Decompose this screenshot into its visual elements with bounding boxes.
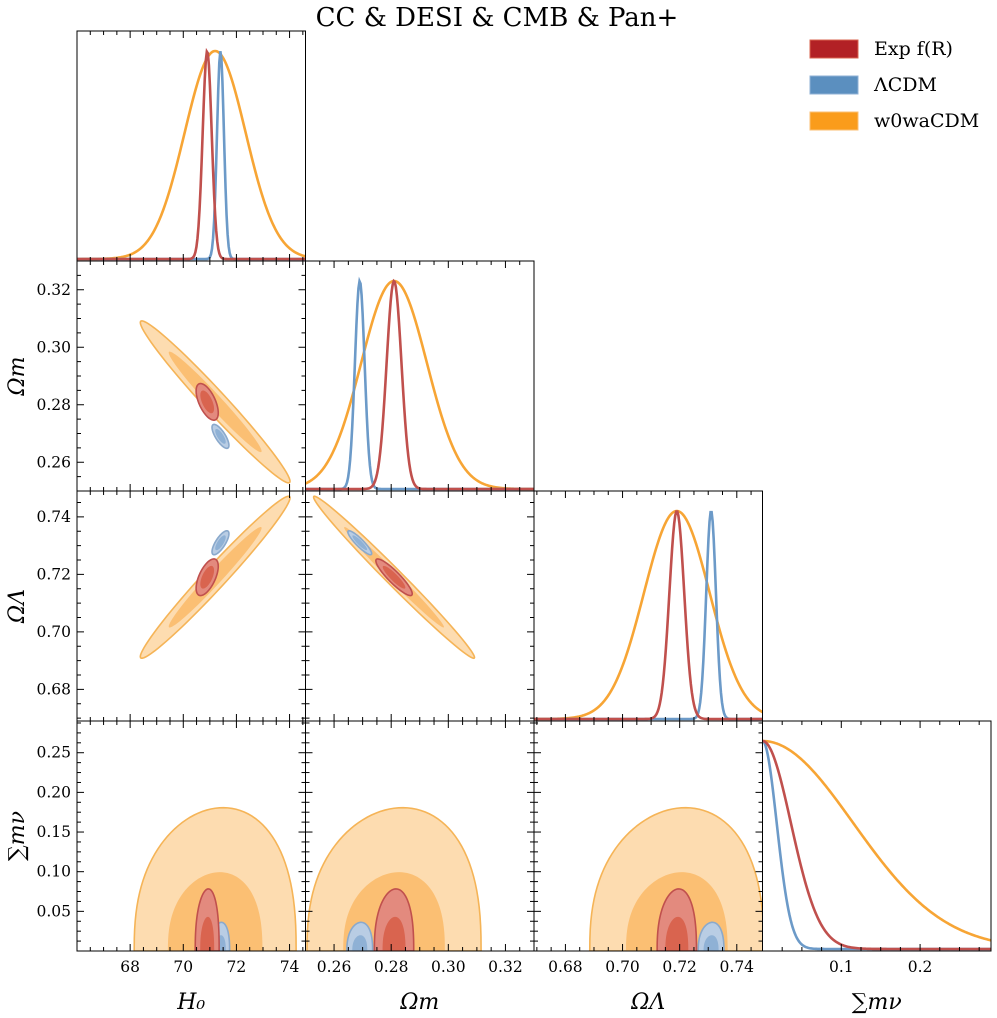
contour68-Om-OL-Exp f(R)	[382, 565, 406, 589]
panel-H0-Om	[139, 320, 291, 484]
x-axis-label-Om: Ωm	[399, 990, 439, 1015]
contour68-Om-mnu-ΛCDM	[352, 935, 368, 951]
legend-swatch-2	[809, 111, 859, 131]
y-tick-label-Om: 0.32	[36, 281, 71, 299]
y-axis-label-mnu: ∑mν	[5, 811, 30, 861]
legend-swatch-0	[809, 39, 859, 59]
x-tick-label-Om: 0.30	[431, 958, 466, 976]
x-tick-label-Om: 0.28	[374, 958, 409, 976]
panels: 68 70 72 74 H₀ 0.26 0.28 0.30 0.32 Ωm 0.68 0.70 0.72…	[5, 30, 992, 1015]
legend-label-1: ΛCDM	[873, 74, 937, 96]
marginal-H0-ΛCDM	[77, 50, 306, 261]
y-tick-label-mnu: 0.10	[36, 863, 71, 881]
marginal-Om-Exp f(R)	[305, 278, 534, 491]
panel-H0-mnu	[133, 806, 297, 951]
y-tick-label-OL: 0.72	[36, 565, 71, 583]
y-tick-label-mnu: 0.15	[36, 823, 71, 841]
panel-Om-Om	[305, 276, 534, 491]
panel-H0-H0	[77, 47, 306, 261]
x-tick-label-H0: 72	[227, 958, 247, 976]
marginal-Om-w0waCDM	[305, 279, 534, 491]
y-axis-label-Om: Ωm	[5, 356, 30, 396]
y-tick-label-mnu: 0.25	[36, 744, 71, 762]
marginal-mnu-Exp f(R)	[762, 739, 991, 951]
y-tick-label-mnu: 0.20	[36, 783, 71, 801]
y-tick-label-Om: 0.28	[36, 396, 71, 414]
marginal-OL-Exp f(R)	[534, 510, 763, 721]
x-tick-label-H0: 68	[120, 958, 140, 976]
marginal-Om-ΛCDM	[305, 276, 534, 491]
x-tick-label-OL: 0.70	[605, 958, 640, 976]
contour68-OL-mnu-ΛCDM	[703, 935, 719, 951]
panel-frame	[533, 490, 763, 722]
contour68-Om-OL-ΛCDM	[352, 535, 368, 551]
panel-Om-OL	[312, 495, 476, 660]
marginal-H0-w0waCDM	[77, 49, 306, 261]
x-tick-label-H0: 74	[280, 958, 300, 976]
x-tick-label-mnu: 0.1	[829, 958, 854, 976]
contour68-H0-Om-ΛCDM	[215, 428, 226, 444]
legend-label-0: Exp f(R)	[874, 38, 953, 60]
contour68-H0-OL-Exp f(R)	[200, 565, 215, 589]
marginal-H0-Exp f(R)	[77, 47, 306, 261]
panel-OL-mnu	[588, 806, 763, 951]
legend-label-2: w0waCDM	[874, 110, 979, 132]
panel-OL-OL	[534, 509, 763, 721]
x-tick-label-H0: 70	[173, 958, 193, 976]
marginal-OL-ΛCDM	[534, 510, 763, 721]
chart-title: CC & DESI & CMB & Pan+	[316, 3, 679, 33]
panel-frame	[76, 30, 306, 262]
y-tick-label-OL: 0.70	[36, 623, 71, 641]
marginal-mnu-w0waCDM	[762, 739, 991, 942]
y-tick-label-OL: 0.74	[36, 508, 71, 526]
x-axis-label-OL: ΩΛ	[630, 990, 665, 1015]
contour68-H0-Om-Exp f(R)	[200, 390, 215, 414]
y-axis-label-OL: ΩΛ	[5, 589, 30, 624]
panel-H0-OL	[139, 495, 291, 660]
contour68-Om-mnu-Exp f(R)	[382, 916, 406, 951]
x-tick-label-OL: 0.74	[720, 958, 755, 976]
contour68-OL-mnu-Exp f(R)	[665, 916, 689, 951]
x-tick-label-mnu: 0.2	[908, 958, 933, 976]
x-tick-label-OL: 0.72	[662, 958, 697, 976]
panel-Om-mnu	[306, 806, 482, 951]
marginal-OL-w0waCDM	[534, 509, 763, 721]
y-tick-label-OL: 0.68	[36, 680, 71, 698]
legend-swatch-1	[809, 75, 859, 95]
panel-frame	[762, 720, 992, 952]
contour68-H0-OL-ΛCDM	[215, 535, 226, 551]
x-tick-label-Om: 0.26	[317, 958, 352, 976]
x-axis-label-mnu: ∑mν	[852, 990, 902, 1015]
y-tick-label-mnu: 0.05	[36, 902, 71, 920]
y-tick-label-Om: 0.26	[36, 453, 71, 471]
x-tick-label-OL: 0.68	[548, 958, 583, 976]
x-tick-label-Om: 0.32	[488, 958, 523, 976]
panel-frame	[305, 260, 535, 492]
contour68-H0-mnu-Exp f(R)	[200, 916, 215, 951]
legend: Exp f(R) ΛCDM w0waCDM	[809, 38, 979, 132]
panel-mnu-mnu	[762, 739, 991, 951]
x-axis-label-H0: H₀	[176, 990, 205, 1015]
y-tick-label-Om: 0.30	[36, 338, 71, 356]
